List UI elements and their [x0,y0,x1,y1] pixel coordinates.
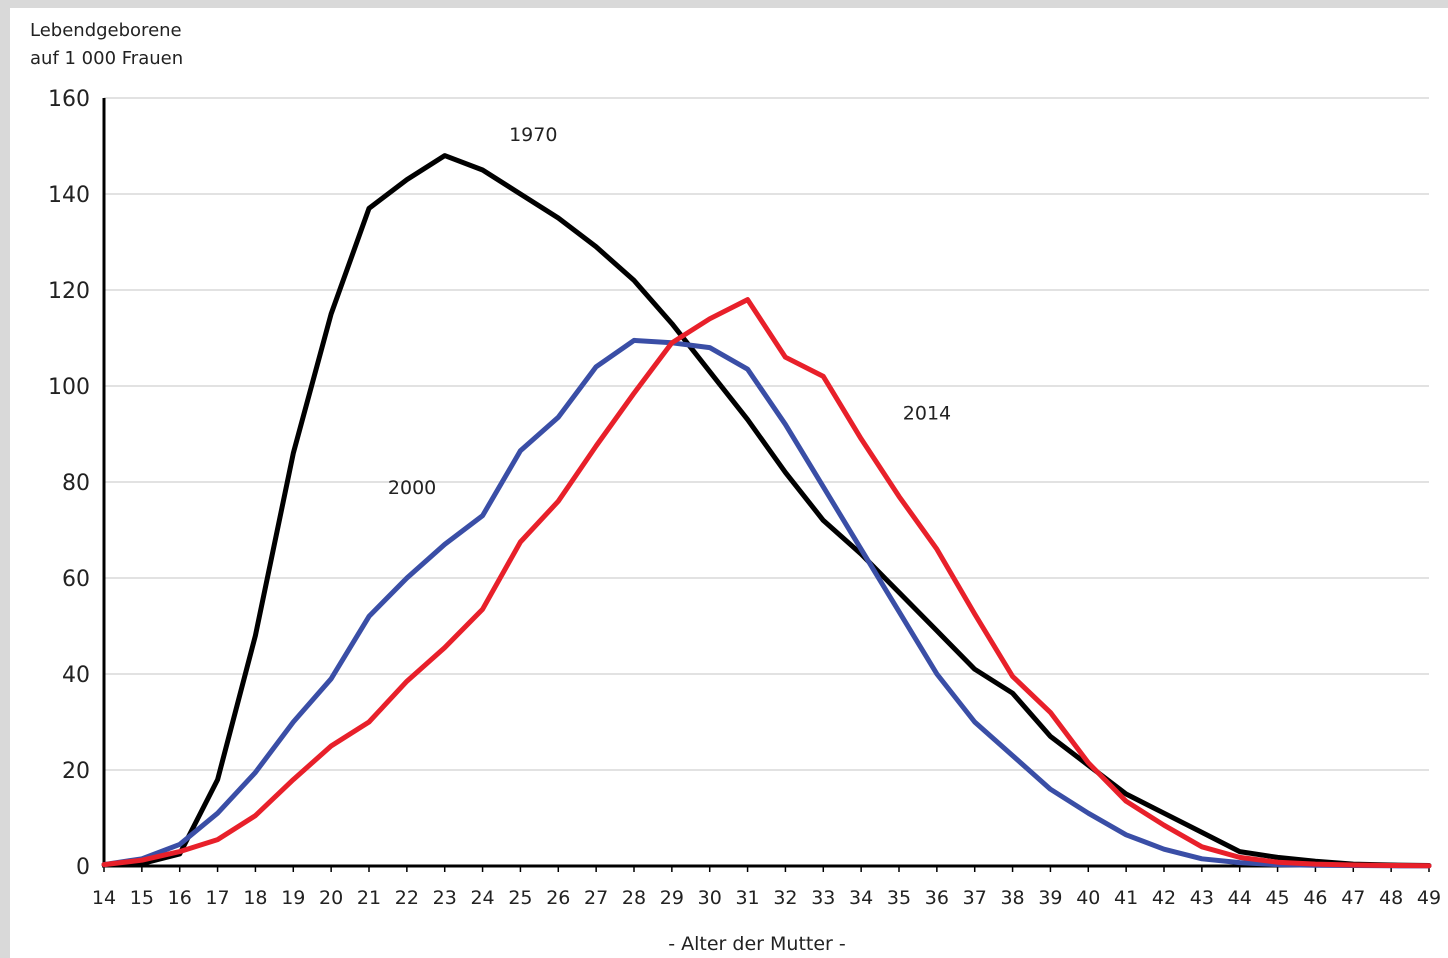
series-label-2000: 2000 [388,477,436,499]
series-lines [101,153,1432,869]
y-axis-label-line-1: Lebendgeborene [30,20,182,41]
x-tick-label-34: 34 [849,887,873,909]
x-tick-label-33: 33 [811,887,835,909]
y-tick-label-0: 0 [76,855,90,880]
x-tick-label-31: 31 [735,887,759,909]
x-tick-labels: 14 15 16 17 18 19 20 21 22 23 24 25 26 27 28 29 30 31 32 33… [92,887,1441,909]
x-tick-label-49: 49 [1417,887,1441,909]
y-tick-label-100: 100 [48,375,90,400]
x-tick-label-37: 37 [963,887,987,909]
x-tick-label-28: 28 [622,887,646,909]
series-labels: 1970 2000 2014 [388,124,951,499]
y-tick-label-20: 20 [62,759,90,784]
x-tick-label-23: 23 [433,887,457,909]
x-tick-label-41: 41 [1114,887,1138,909]
y-tick-label-60: 60 [62,567,90,592]
x-tick-label-45: 45 [1265,887,1289,909]
x-tick-label-22: 22 [395,887,419,909]
series-line-1970 [101,153,1432,868]
series-label-2014: 2014 [903,403,951,425]
x-tick-label-19: 19 [281,887,305,909]
x-tick-label-30: 30 [698,887,722,909]
y-tick-label-120: 120 [48,279,90,304]
x-tick-label-14: 14 [92,887,116,909]
y-tick-label-80: 80 [62,471,90,496]
x-tick-label-24: 24 [470,887,494,909]
fertility-line-chart: 0 20 40 60 80 100 120 140 160 14 15 16 17 18 19 20 21 22… [30,20,1441,955]
x-tick-label-39: 39 [1038,887,1062,909]
x-tick-label-29: 29 [660,887,684,909]
x-tick-label-40: 40 [1076,887,1100,909]
series-line-2014 [101,297,1432,869]
y-tick-label-160: 160 [48,87,90,112]
x-tick-label-26: 26 [546,887,570,909]
x-tick-label-16: 16 [168,887,192,909]
x-tick-label-47: 47 [1341,887,1365,909]
x-tick-label-35: 35 [887,887,911,909]
x-tick-label-36: 36 [925,887,949,909]
x-tick-label-17: 17 [205,887,229,909]
x-tick-label-27: 27 [584,887,608,909]
y-tick-labels: 0 20 40 60 80 100 120 140 160 [48,87,90,880]
axes [102,98,1431,872]
x-tick-label-25: 25 [508,887,532,909]
x-tick-label-44: 44 [1228,887,1252,909]
x-tick-label-43: 43 [1190,887,1214,909]
x-tick-label-48: 48 [1379,887,1403,909]
x-tick-label-20: 20 [319,887,343,909]
x-tick-label-32: 32 [773,887,797,909]
y-tick-label-40: 40 [62,663,90,688]
x-tick-label-42: 42 [1152,887,1176,909]
x-tick-label-18: 18 [243,887,267,909]
x-tick-label-21: 21 [357,887,381,909]
x-tick-label-38: 38 [1000,887,1024,909]
series-label-1970: 1970 [509,124,557,146]
chart-frame: 0 20 40 60 80 100 120 140 160 14 15 16 17 18 19 20 21 22… [10,8,1448,958]
gridlines [104,97,1429,771]
x-tick-label-46: 46 [1303,887,1327,909]
x-axis-label: - Alter der Mutter - [668,933,846,955]
x-tick-label-15: 15 [130,887,154,909]
y-tick-label-140: 140 [48,183,90,208]
y-axis-label-line-2: auf 1 000 Frauen [30,48,183,69]
series-line-2000 [101,337,1432,869]
